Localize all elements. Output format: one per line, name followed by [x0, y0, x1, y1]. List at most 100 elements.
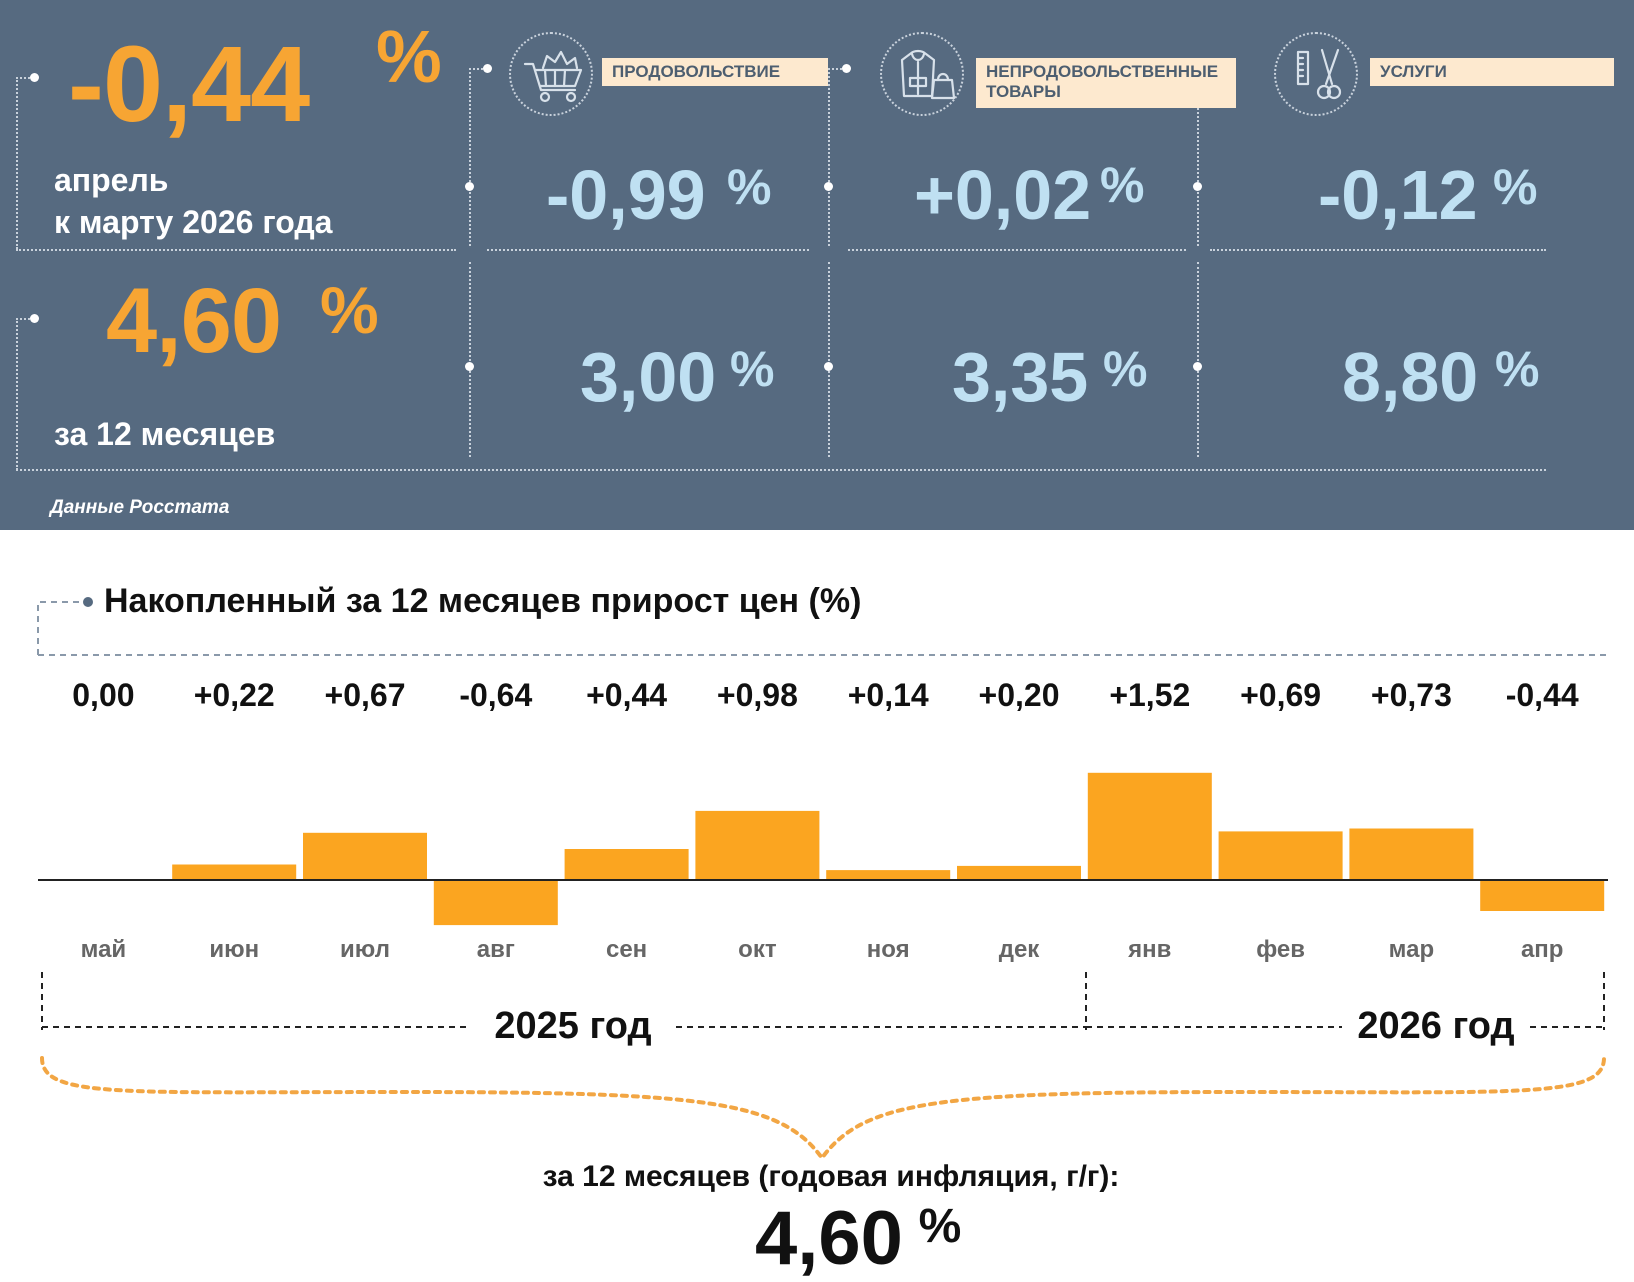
- divider: [469, 262, 471, 457]
- bullet-dot: [30, 314, 39, 323]
- food-annual-value: 3,00: [580, 338, 717, 416]
- nonfood-annual-pct: %: [1103, 341, 1148, 397]
- bar-ноя: [826, 870, 951, 880]
- bullet-dot: [824, 182, 833, 191]
- category-nonfood-label-box: ТОВАРЫ: [976, 82, 1096, 108]
- bar-апр: [1480, 880, 1605, 911]
- bullet-dot: [842, 64, 851, 73]
- value-labels-layer: 0,00 +0,22 +0,67 -0,64 +0,44 +0,98 +0,14 +0,20 +…: [72, 677, 1579, 713]
- divider: [469, 68, 487, 70]
- category-label-июн: июн: [209, 936, 259, 963]
- category-nonfood-label-line1: НЕПРОДОВОЛЬСТВЕННЫЕ: [986, 62, 1219, 81]
- divider: [828, 262, 830, 457]
- category-services-label: УСЛУГИ: [1370, 58, 1614, 86]
- category-label-янв: янв: [1127, 936, 1171, 963]
- year-label-2025: 2025 год: [494, 1005, 651, 1047]
- bullet-dot: [483, 64, 492, 73]
- category-label-май: май: [81, 936, 127, 963]
- category-label-апр: апр: [1521, 936, 1564, 963]
- nonfood-monthly-pct: %: [1100, 157, 1145, 213]
- bullet-dot: [30, 73, 39, 82]
- bars-layer: [172, 772, 1605, 926]
- title-connector: [37, 601, 80, 655]
- annual-cpi-pct: %: [320, 273, 379, 347]
- summary-panel: -0,44 % апрель к марту 2026 года 4,60 % …: [0, 0, 1634, 530]
- footer-annual-value: 4,60: [755, 1196, 903, 1281]
- divider: [16, 469, 1546, 471]
- divider: [487, 249, 809, 251]
- category-label-дек: дек: [999, 936, 1041, 963]
- food-monthly-value: -0,99: [546, 156, 706, 234]
- shopping-cart-icon: [509, 32, 593, 116]
- divider: [16, 318, 18, 470]
- category-label-ноя: ноя: [867, 936, 910, 963]
- food-annual-pct: %: [730, 341, 775, 397]
- divider: [16, 318, 34, 320]
- services-annual-pct: %: [1495, 341, 1540, 397]
- category-nonfood-label-line2-visible: ТОВАРЫ: [986, 82, 1061, 101]
- footer-label: за 12 месяцев (годовая инфляция, г/г):: [543, 1160, 1120, 1193]
- bullet-dot: [1193, 182, 1202, 191]
- bar-фев: [1218, 831, 1343, 880]
- divider: [828, 68, 846, 70]
- services-annual-value: 8,80: [1342, 338, 1479, 416]
- divider: [1210, 249, 1546, 251]
- bar-мар: [1349, 828, 1474, 880]
- scissors-comb-icon: [1274, 32, 1358, 116]
- bullet-dot: [1193, 362, 1202, 371]
- monthly-cpi-pct: %: [376, 15, 442, 98]
- value-label-июн: +0,22: [194, 677, 275, 713]
- title-bullet-dot: [83, 597, 93, 607]
- divider: [469, 68, 471, 246]
- divider: [1197, 68, 1199, 246]
- source-note: Данные Росстата: [50, 497, 230, 518]
- bullet-dot: [824, 362, 833, 371]
- divider: [16, 249, 456, 251]
- value-label-мар: +0,73: [1371, 677, 1452, 713]
- food-monthly-pct: %: [727, 159, 772, 215]
- category-label-мар: мар: [1389, 936, 1434, 963]
- value-label-апр: -0,44: [1506, 677, 1579, 713]
- category-label-окт: окт: [738, 936, 777, 963]
- bar-сен: [564, 849, 689, 880]
- value-label-дек: +0,20: [979, 677, 1060, 713]
- value-label-июл: +0,67: [325, 677, 406, 713]
- year-label-2026: 2026 год: [1357, 1005, 1514, 1047]
- bar-июн: [172, 864, 297, 880]
- divider: [848, 249, 1186, 251]
- category-label-авг: авг: [477, 936, 515, 963]
- clothing-icon: [880, 32, 964, 116]
- bullet-dot: [465, 362, 474, 371]
- value-label-авг: -0,64: [459, 677, 532, 713]
- value-label-ноя: +0,14: [848, 677, 929, 713]
- value-label-окт: +0,98: [717, 677, 798, 713]
- monthly-period-line1: апрель: [54, 162, 169, 198]
- annual-cpi-value: 4,60: [106, 270, 282, 372]
- divider: [828, 68, 830, 246]
- annual-period-label: за 12 месяцев: [54, 416, 276, 452]
- bar-июл: [303, 832, 427, 880]
- category-labels-layer: май июн июл авг сен окт ноя дек янв фев мар апр: [81, 936, 1564, 963]
- value-label-сен: +0,44: [586, 677, 667, 713]
- monthly-period-line2: к марту 2026 года: [54, 204, 333, 240]
- annual-brace: [40, 1056, 1606, 1162]
- bar-дек: [957, 865, 1081, 880]
- chart-title: Накопленный за 12 месяцев прирост цен (%…: [104, 582, 861, 620]
- bar-янв: [1087, 772, 1212, 880]
- category-label-июл: июл: [340, 936, 390, 963]
- nonfood-monthly-value: +0,02: [914, 156, 1092, 234]
- footer-annual-pct: %: [919, 1200, 962, 1253]
- category-label-сен: сен: [606, 936, 647, 963]
- bullet-dot: [465, 182, 474, 191]
- services-monthly-pct: %: [1493, 159, 1538, 215]
- bar-авг: [433, 880, 558, 926]
- divider: [16, 77, 18, 249]
- category-label-фев: фев: [1256, 936, 1305, 963]
- divider: [16, 77, 34, 79]
- monthly-cpi-value: -0,44: [68, 23, 310, 144]
- bar-окт: [695, 810, 820, 880]
- category-food-label: ПРОДОВОЛЬСТВИЕ: [602, 58, 828, 86]
- services-monthly-value: -0,12: [1318, 156, 1478, 234]
- nonfood-annual-value: 3,35: [952, 338, 1089, 416]
